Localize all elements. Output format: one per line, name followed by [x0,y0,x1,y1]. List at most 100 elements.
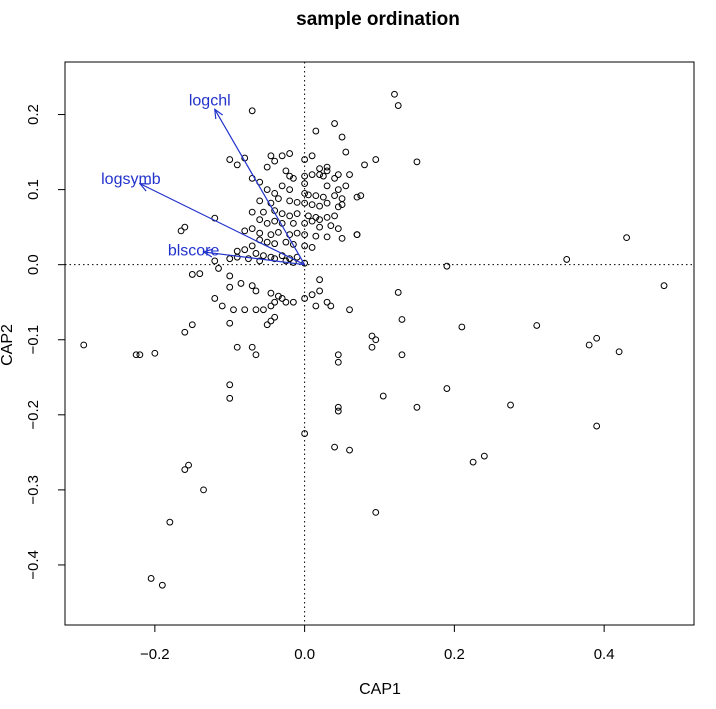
data-point [147,575,155,582]
data-point [308,291,316,299]
data-point [278,210,286,218]
data-point [241,246,249,254]
data-point [301,180,309,188]
data-point [323,167,331,175]
arrow-logchl [215,109,306,265]
data-point [312,232,320,240]
data-point [443,262,451,270]
data-point [260,208,267,216]
data-point [132,351,140,359]
data-point [327,222,335,230]
data-point [278,295,286,302]
data-point [293,229,301,237]
data-point [316,223,323,231]
data-point [480,452,488,460]
data-point [394,289,402,296]
data-point [263,321,271,329]
data-point [267,289,275,297]
data-point [507,401,514,409]
data-point [368,343,376,351]
data-point [361,161,368,169]
data-point [226,319,234,327]
data-point [469,458,477,466]
data-point [301,231,309,239]
data-point [346,306,353,314]
data-point [271,217,279,225]
data-point [271,255,279,263]
data-point [304,191,312,199]
data-point [248,225,256,233]
arrow-blscore [204,252,305,266]
data-point [316,165,323,172]
x-axis-label: CAP1 [359,681,401,698]
data-point [241,227,249,235]
data-point [282,167,290,175]
arrow-label-logsymb: logsymb [101,171,161,188]
data-point [282,257,290,265]
data-point [230,306,237,314]
data-point [136,351,144,359]
data-point [334,351,342,359]
data-point [271,189,279,197]
data-point [237,280,245,287]
data-point [267,317,275,325]
y-tick-label: 0.2 [25,104,42,125]
data-point [563,256,571,263]
data-point [316,276,323,284]
data-point [623,234,631,242]
data-point [308,152,316,160]
data-point [248,208,256,216]
data-point [263,163,271,171]
data-point [289,174,297,182]
data-point [331,174,338,182]
data-point [233,343,241,351]
plot-frame [64,61,695,626]
y-tick-label: −0.2 [25,400,42,430]
x-tick-label: −0.2 [140,646,170,663]
data-point [301,156,309,163]
data-point [211,257,219,265]
data-point [282,298,290,306]
data-point [301,430,309,437]
data-point [323,233,331,241]
data-point [357,192,365,200]
arrow-label-logchl: logchl [189,93,231,110]
data-point [233,161,241,169]
data-point [593,334,601,342]
data-point [282,238,290,246]
data-point [275,195,282,203]
data-point [271,298,279,306]
data-point [151,349,159,357]
data-point [286,172,294,180]
data-point [177,227,185,235]
data-point [181,223,189,231]
data-point [248,282,256,290]
data-point [334,171,342,179]
y-tick-label: −0.4 [25,550,42,580]
data-point [196,270,204,278]
data-point [218,302,226,310]
data-point [346,446,353,454]
data-point [286,197,294,205]
data-point [316,202,323,210]
y-tick-label: 0.1 [25,179,42,200]
y-tick-label: 0.0 [25,254,42,275]
data-point [533,322,541,329]
data-point [252,287,260,295]
data-point [312,127,320,135]
data-point [398,351,406,359]
data-point [278,182,286,190]
data-point [301,199,309,207]
y-axis: −0.4 −0.3 −0.2 −0.1 0.0 0.1 0.2 [25,104,65,580]
data-point [660,282,668,290]
data-point [334,358,342,366]
y-tick-label: −0.1 [25,325,42,355]
data-point [443,385,451,392]
data-point [334,186,342,194]
data-point [312,213,320,221]
data-point [323,182,331,190]
data-point [342,182,350,190]
y-tick-label: −0.3 [25,475,42,505]
data-point [353,193,361,201]
